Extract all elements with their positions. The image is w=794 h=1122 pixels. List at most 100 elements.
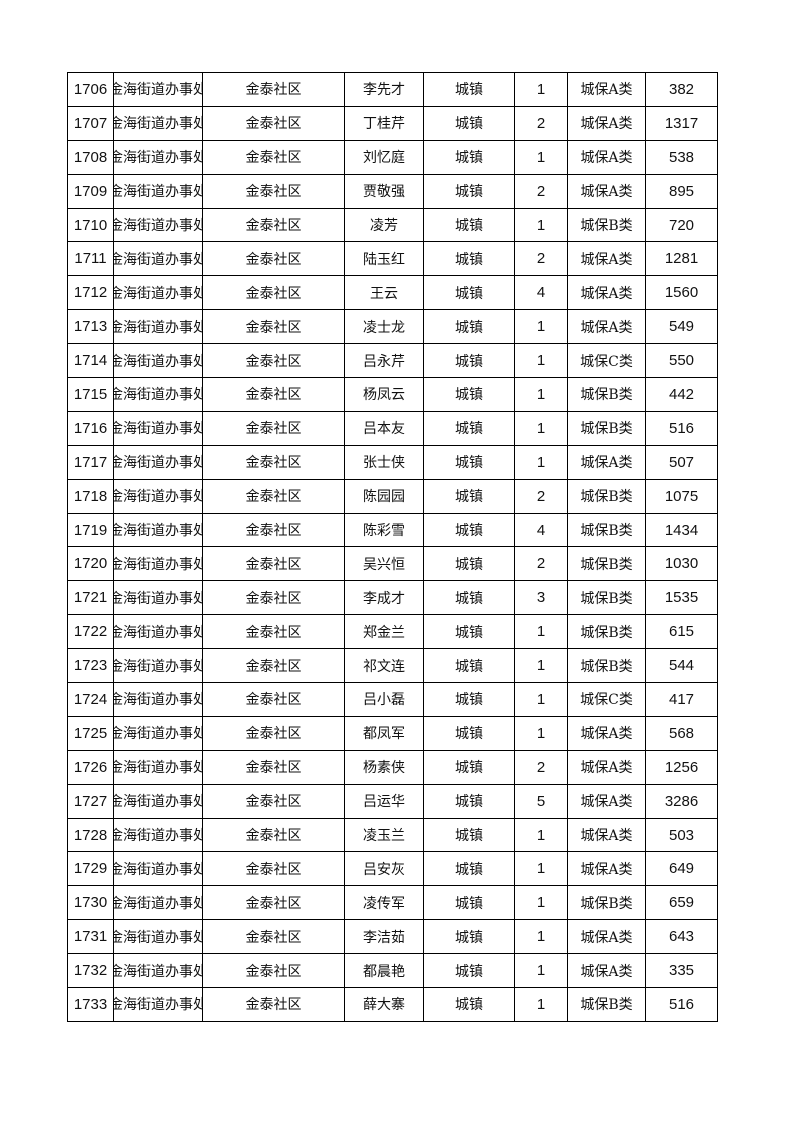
insurance-class: 城保A类 (580, 794, 633, 811)
cell: 城保A类 (567, 309, 646, 345)
amount: 615 (668, 623, 695, 641)
amount: 1075 (664, 487, 699, 505)
cell: 城保A类 (567, 919, 646, 955)
cell: 1725 (67, 715, 114, 751)
community: 金泰社区 (245, 319, 302, 336)
cell: 都晨艳 (344, 953, 424, 989)
row-id: 1708 (73, 148, 108, 166)
community: 金泰社区 (245, 895, 302, 912)
person-name: 凌传军 (363, 895, 405, 912)
person-name: 陈园园 (363, 489, 405, 506)
member-count: 5 (536, 792, 546, 810)
table-row: 1722 金海街道办事处 金泰社区 郑金兰 城镇 1 城保B类 615 (67, 614, 718, 650)
cell: 1317 (645, 105, 718, 141)
table-row: 1713 金海街道办事处 金泰社区 凌士龙 城镇 1 城保A类 549 (67, 309, 718, 345)
household-type: 城镇 (455, 353, 483, 370)
household-type: 城镇 (455, 692, 483, 709)
household-type: 城镇 (455, 895, 483, 912)
cell: 1706 (67, 72, 114, 107)
cell: 1 (514, 817, 568, 853)
cell: 金海街道办事处 (113, 783, 203, 819)
cell: 金泰社区 (202, 275, 345, 311)
cell: 1 (514, 614, 568, 650)
cell: 1710 (67, 207, 114, 243)
amount: 516 (668, 995, 695, 1013)
cell: 城镇 (423, 478, 515, 514)
household-type: 城镇 (455, 184, 483, 201)
row-id: 1731 (73, 928, 108, 946)
insurance-class: 城保B类 (580, 895, 633, 912)
row-id: 1725 (73, 724, 108, 742)
cell: 5 (514, 783, 568, 819)
cell: 1 (514, 72, 568, 107)
member-count: 4 (536, 284, 546, 302)
amount: 503 (668, 826, 695, 844)
cell: 1 (514, 139, 568, 175)
member-count: 1 (536, 385, 546, 403)
cell: 城保A类 (567, 783, 646, 819)
table-row: 1729 金海街道办事处 金泰社区 吕安灰 城镇 1 城保A类 649 (67, 851, 718, 887)
cell: 2 (514, 749, 568, 785)
person-name: 凌芳 (370, 218, 398, 234)
cell: 1715 (67, 377, 114, 412)
cell: 1075 (645, 478, 718, 514)
table-row: 1710 金海街道办事处 金泰社区 凌芳 城镇 1 城保B类 720 (67, 207, 718, 243)
office: 金海街道办事处 (113, 421, 203, 438)
community: 金泰社区 (245, 794, 302, 811)
office: 金海街道办事处 (113, 794, 203, 811)
cell: 金泰社区 (202, 72, 345, 107)
cell: 金海街道办事处 (113, 173, 203, 209)
office: 金海街道办事处 (113, 319, 203, 336)
row-id: 1715 (73, 385, 108, 403)
cell: 杨凤云 (344, 377, 424, 412)
office: 金海街道办事处 (113, 726, 203, 743)
cell: 城镇 (423, 275, 515, 311)
community: 金泰社区 (245, 760, 302, 777)
cell: 1732 (67, 953, 114, 989)
cell: 城镇 (423, 749, 515, 785)
row-id: 1716 (73, 419, 108, 437)
insurance-class: 城保A类 (580, 828, 633, 845)
table-row: 1709 金海街道办事处 金泰社区 贾敬强 城镇 2 城保A类 895 (67, 173, 718, 209)
office: 金海街道办事处 (113, 828, 203, 845)
household-type: 城镇 (455, 997, 483, 1014)
cell: 1 (514, 207, 568, 243)
cell: 516 (645, 987, 718, 1022)
member-count: 1 (536, 657, 546, 675)
cell: 金泰社区 (202, 987, 345, 1022)
person-name: 凌士龙 (363, 319, 405, 336)
cell: 城镇 (423, 105, 515, 141)
cell: 3286 (645, 783, 718, 819)
amount: 544 (668, 657, 695, 675)
cell: 城保B类 (567, 580, 646, 616)
cell: 城镇 (423, 648, 515, 684)
table-row: 1730 金海街道办事处 金泰社区 凌传军 城镇 1 城保B类 659 (67, 885, 718, 921)
cell: 城镇 (423, 783, 515, 819)
insurance-class: 城保A类 (580, 150, 633, 167)
household-type: 城镇 (455, 590, 483, 607)
cell: 538 (645, 139, 718, 175)
row-id: 1712 (73, 284, 108, 302)
insurance-class: 城保B类 (580, 624, 633, 641)
household-type: 城镇 (455, 726, 483, 743)
household-type: 城镇 (455, 387, 483, 404)
cell: 1728 (67, 817, 114, 853)
row-id: 1720 (73, 555, 108, 573)
table-row: 1715 金海街道办事处 金泰社区 杨凤云 城镇 1 城保B类 442 (67, 377, 718, 412)
office: 金海街道办事处 (113, 523, 203, 540)
cell: 金泰社区 (202, 817, 345, 853)
cell: 刘忆庭 (344, 139, 424, 175)
cell: 1713 (67, 309, 114, 345)
cell: 城保A类 (567, 241, 646, 277)
household-type: 城镇 (455, 760, 483, 777)
table-row: 1718 金海街道办事处 金泰社区 陈园园 城镇 2 城保B类 1075 (67, 478, 718, 514)
community: 金泰社区 (245, 353, 302, 370)
cell: 1030 (645, 546, 718, 582)
cell: 城保B类 (567, 478, 646, 514)
row-id: 1718 (73, 487, 108, 505)
insurance-class: 城保B类 (580, 387, 633, 404)
cell: 1714 (67, 343, 114, 379)
cell: 凌芳 (344, 207, 424, 243)
community: 金泰社区 (245, 387, 302, 404)
cell: 城镇 (423, 241, 515, 277)
